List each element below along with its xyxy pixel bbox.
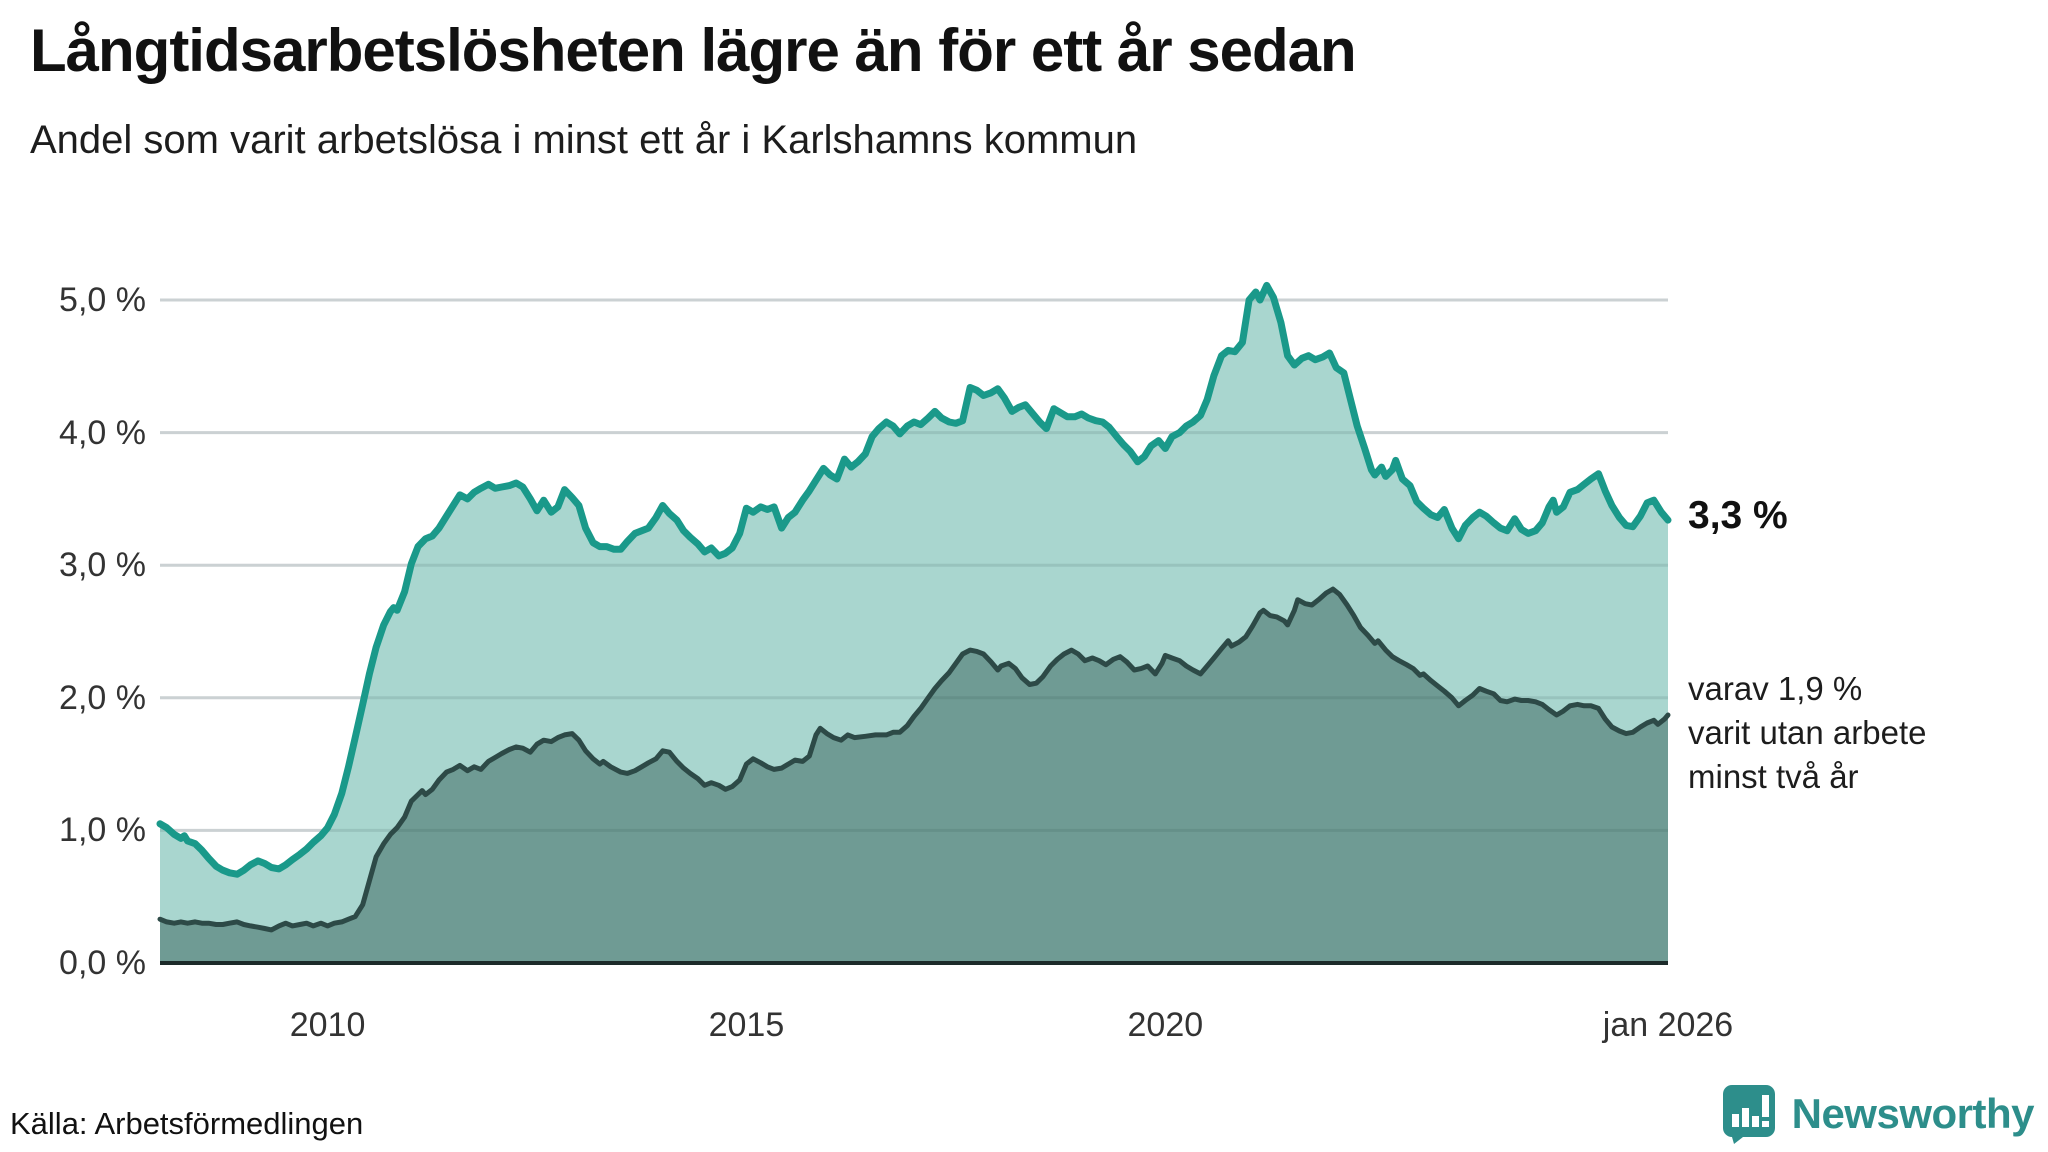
two-year-annotation-line: minst två år <box>1688 758 1859 796</box>
two-year-annotation: varav 1,9 % varit utan arbete minst två … <box>1688 667 1926 799</box>
series-total-line <box>156 281 1672 878</box>
source-credit: Källa: Arbetsförmedlingen <box>10 1106 364 1141</box>
series-two-year-area <box>160 589 1668 963</box>
x-tick-label: 2015 <box>708 1006 785 1044</box>
x-tick-label: 2010 <box>289 1006 366 1044</box>
newsworthy-logo: Newsworthy <box>1722 1084 2035 1144</box>
chart-subtitle: Andel som varit arbetslösa i minst ett å… <box>30 118 1138 162</box>
y-tick-label: 0,0 % <box>59 944 146 982</box>
page-title: Långtidsarbetslösheten lägre än för ett … <box>30 17 1357 84</box>
y-tick-label: 2,0 % <box>59 678 146 717</box>
newsworthy-wordmark: Newsworthy <box>1791 1090 2035 1137</box>
y-tick-label: 3,0 % <box>59 546 146 585</box>
newsworthy-bubble-chart-icon <box>1722 1085 1775 1144</box>
y-tick-label: 1,0 % <box>59 811 146 850</box>
latest-value-annotation: 3,3 % <box>1688 494 1788 538</box>
y-tick-label: 5,0 % <box>59 281 146 319</box>
two-year-annotation-line: varit utan arbete <box>1688 714 1927 752</box>
x-tick-label: 2020 <box>1127 1006 1204 1044</box>
series-two-year-line <box>157 586 1671 933</box>
x-tick-label: jan 2026 <box>1602 1006 1734 1044</box>
y-tick-label: 4,0 % <box>59 413 146 452</box>
gridlines-overlay <box>160 298 1668 832</box>
two-year-annotation-line: varav 1,9 % <box>1688 670 1863 708</box>
